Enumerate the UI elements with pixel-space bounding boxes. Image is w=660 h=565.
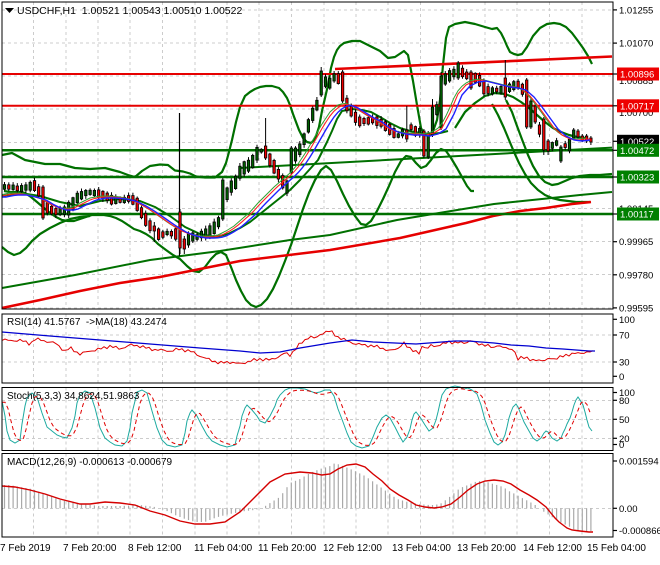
svg-text:100: 100 xyxy=(619,388,635,399)
svg-text:15 Feb 04:00: 15 Feb 04:00 xyxy=(587,543,646,554)
svg-text:20: 20 xyxy=(619,434,630,445)
svg-text:0.99595: 0.99595 xyxy=(619,303,653,314)
svg-text:1.00323: 1.00323 xyxy=(620,173,654,184)
svg-text:8 Feb 12:00: 8 Feb 12:00 xyxy=(128,543,182,554)
svg-text:0.99780: 0.99780 xyxy=(619,270,653,281)
svg-text:7 Feb 20:00: 7 Feb 20:00 xyxy=(63,543,117,554)
svg-text:1.00522: 1.00522 xyxy=(620,137,654,148)
svg-text:13 Feb 20:00: 13 Feb 20:00 xyxy=(457,543,516,554)
svg-text:14 Feb 12:00: 14 Feb 12:00 xyxy=(523,543,582,554)
svg-text:13 Feb 04:00: 13 Feb 04:00 xyxy=(392,543,451,554)
svg-text:30: 30 xyxy=(619,358,630,369)
svg-text:12 Feb 12:00: 12 Feb 12:00 xyxy=(323,543,382,554)
svg-text:1.00117: 1.00117 xyxy=(620,210,654,221)
svg-text:7 Feb 2019: 7 Feb 2019 xyxy=(0,543,51,554)
svg-text:0.001594: 0.001594 xyxy=(619,457,659,468)
svg-text:0.00: 0.00 xyxy=(619,504,638,515)
svg-text:1.01070: 1.01070 xyxy=(619,39,653,50)
svg-text:1.00717: 1.00717 xyxy=(620,101,654,112)
svg-text:1.00700: 1.00700 xyxy=(619,108,653,119)
svg-text:1.00472: 1.00472 xyxy=(620,146,654,157)
svg-text:0.99965: 0.99965 xyxy=(619,237,653,248)
svg-text:1.00885: 1.00885 xyxy=(619,76,653,87)
svg-text:USDCHF,H1 1.00521 1.00543 1.0: USDCHF,H1 1.00521 1.00543 1.00510 1.0052… xyxy=(17,5,242,17)
svg-text:80: 80 xyxy=(619,396,630,407)
svg-text:100: 100 xyxy=(619,315,635,326)
svg-text:0: 0 xyxy=(619,372,624,383)
svg-text:11 Feb 04:00: 11 Feb 04:00 xyxy=(194,543,253,554)
svg-text:Stoch(5,3,3) 34,8624,51.9863: Stoch(5,3,3) 34,8624,51.9863 xyxy=(7,391,140,402)
svg-text:70: 70 xyxy=(619,331,630,342)
svg-text:-0.000866: -0.000866 xyxy=(619,526,660,537)
svg-text:1.01255: 1.01255 xyxy=(619,5,653,16)
svg-text:0: 0 xyxy=(619,440,624,451)
svg-text:MACD(12,26,9) -0.000613 -0.000: MACD(12,26,9) -0.000613 -0.000679 xyxy=(7,457,173,468)
svg-text:1.00896: 1.00896 xyxy=(620,70,654,81)
svg-text:RSI(14) 41.5767 ->MA(18) 43.2: RSI(14) 41.5767 ->MA(18) 43.2474 xyxy=(7,317,167,328)
svg-text:11 Feb 20:00: 11 Feb 20:00 xyxy=(258,543,317,554)
svg-text:50: 50 xyxy=(619,415,630,426)
